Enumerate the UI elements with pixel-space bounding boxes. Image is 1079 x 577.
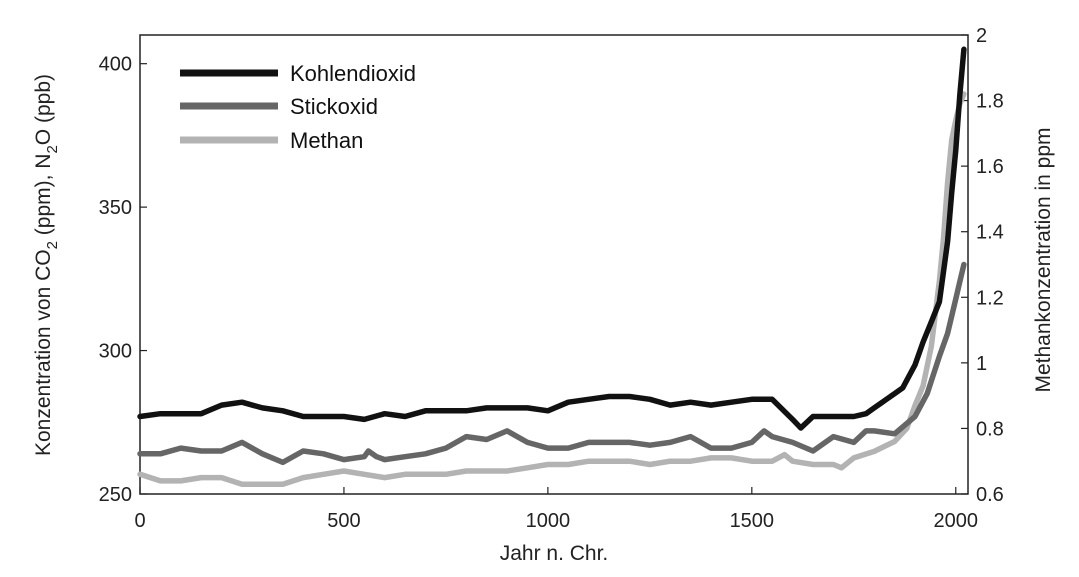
y-right-tick-label: 1.8 <box>976 91 1004 113</box>
y-left-tick-label: 350 <box>99 197 132 219</box>
axis-ticks: 0 500 1000 1500 2000 250 300 350 400 0.6 0.8 1 1.2 1.… <box>99 25 1004 532</box>
y-right-tick-label: 2 <box>976 25 987 47</box>
y-right-tick-label: 1 <box>976 353 987 375</box>
series-line-kohlendioxid <box>137 46 967 431</box>
legend-label-kohlendioxid: Kohlendioxid <box>290 61 416 86</box>
legend: Kohlendioxid Stickoxid Methan <box>180 61 416 153</box>
legend-label-methan: Methan <box>290 128 363 153</box>
y-axis-title-right: Methankonzentration in ppm <box>1032 128 1055 393</box>
y-right-tick-label: 0.6 <box>976 484 1004 506</box>
x-tick-label: 1500 <box>730 510 775 532</box>
x-tick-label: 1000 <box>526 510 571 532</box>
y-axis-title-left: Konzentration von CO2 (ppm), N2O (ppb) <box>32 74 61 456</box>
series-line-stickoxid <box>137 261 967 466</box>
y-left-tick-label: 400 <box>99 54 132 76</box>
series-line-methan <box>137 91 967 487</box>
legend-label-stickoxid: Stickoxid <box>290 94 378 119</box>
x-tick-label: 0 <box>134 510 145 532</box>
y-left-tick-label: 300 <box>99 341 132 363</box>
x-axis-title: Jahr n. Chr. <box>500 542 609 565</box>
y-left-tick-label: 250 <box>99 484 132 506</box>
x-tick-label: 2000 <box>934 510 979 532</box>
y-right-tick-label: 1.6 <box>976 156 1004 178</box>
y-right-tick-label: 1.4 <box>976 222 1004 244</box>
x-tick-label: 500 <box>327 510 360 532</box>
series-lines <box>137 46 967 487</box>
y-right-tick-label: 1.2 <box>976 287 1004 309</box>
y-right-tick-label: 0.8 <box>976 418 1004 440</box>
plot-frame <box>139 34 969 495</box>
